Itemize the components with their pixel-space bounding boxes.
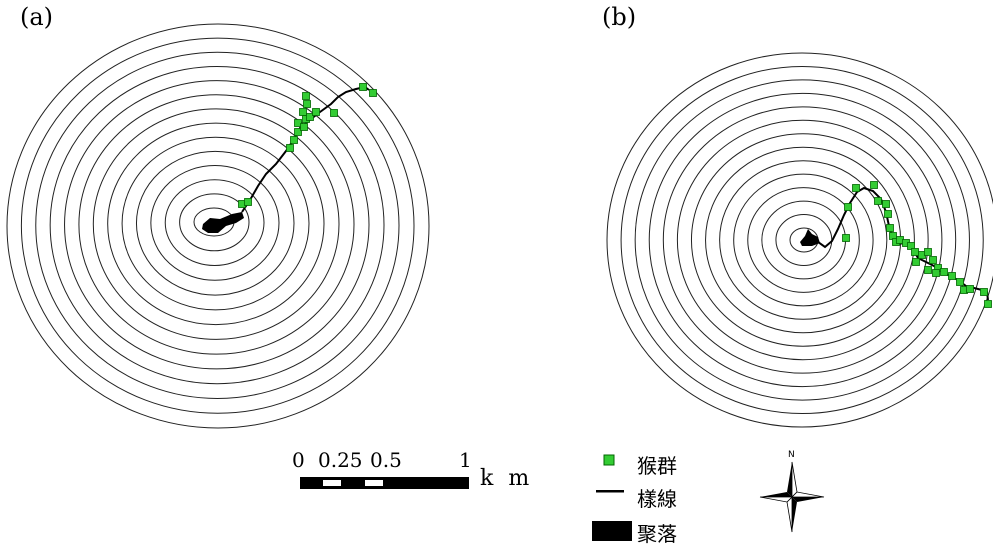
monkey-group-marker (330, 109, 338, 117)
monkey-group-marker (984, 300, 992, 308)
monkey-group-marker (884, 210, 892, 218)
monkey-group-marker (844, 203, 852, 211)
village-a (202, 212, 244, 233)
contour-ring (719, 160, 888, 320)
contour-ring (662, 106, 943, 374)
scale-tick-025: 0.25 (318, 448, 363, 472)
contour-ring (620, 65, 984, 415)
contour-ring (634, 79, 970, 401)
monkey-group-marker (312, 108, 320, 116)
monkey-group-marker (940, 268, 948, 276)
monkey-group-marker (842, 234, 850, 242)
contour-ring (64, 80, 370, 370)
village-b (800, 229, 820, 246)
contour-ring (690, 133, 915, 347)
contour-ring (49, 65, 385, 385)
monkey-group-marker (948, 272, 956, 280)
legend-village-swatch (592, 521, 632, 541)
panel-b-label: (b) (602, 3, 637, 31)
monkey-group-marker (912, 258, 920, 266)
north-letter: N (788, 450, 795, 460)
monkey-group-marker (966, 285, 974, 293)
monkey-group-marker (303, 100, 311, 108)
contour-ring (78, 94, 355, 355)
scale-tick-05: 0.5 (370, 448, 402, 472)
monkey-group-marker (874, 197, 882, 205)
monkey-group-marker (932, 269, 940, 277)
contour-ring (747, 187, 860, 293)
contour-ring (606, 52, 993, 428)
monkey-group-marker (299, 108, 307, 116)
monkey-group-marker (244, 198, 252, 206)
monkey-group-marker (294, 119, 302, 127)
scale-tick-0: 0 (292, 448, 305, 472)
contour-ring (92, 108, 340, 340)
legend-village-label: 聚落 (637, 522, 677, 546)
monkey-group-marker (929, 256, 937, 264)
contour-ring (648, 92, 957, 388)
monkey-group-marker (300, 123, 308, 131)
monkey-group-marker (907, 242, 915, 250)
monkey-group-marker (286, 144, 294, 152)
monkey-group-marker (911, 248, 919, 256)
monkey-group-marker (306, 113, 314, 121)
contour-ring (733, 173, 874, 307)
monkey-group-marker (290, 136, 298, 144)
monkey-group-marker (886, 224, 894, 232)
north-arrow-icon (759, 461, 825, 533)
monkey-groups-a (238, 83, 377, 208)
legend-transect-swatch (596, 490, 624, 493)
scale-unit: k m (480, 466, 534, 491)
legend-monkey-swatch (603, 454, 615, 466)
monkey-group-marker (870, 181, 878, 189)
contour-ring (179, 193, 250, 252)
contour-ring (20, 37, 415, 414)
monkey-group-marker (956, 278, 964, 286)
monkey-group-marker (924, 266, 932, 274)
monkey-group-marker (302, 92, 310, 100)
contour-ring (164, 179, 265, 267)
contour-ring (35, 51, 400, 399)
monkey-groups-b (842, 181, 992, 308)
contour-ring (107, 122, 325, 326)
monkey-group-marker (359, 83, 367, 91)
contour-ring (150, 165, 280, 281)
scale-bar (300, 477, 469, 489)
contour-ring (6, 23, 430, 429)
contour-ring (676, 119, 929, 361)
contour-ring (135, 150, 295, 296)
legend-transect-label: 樣線 (637, 487, 677, 511)
monkey-group-marker (882, 200, 890, 208)
legend-monkey-label: 猴群 (637, 454, 677, 478)
monkey-group-marker (294, 128, 302, 136)
monkey-group-marker (369, 89, 377, 97)
monkey-group-marker (980, 288, 988, 296)
contour-rings-a (6, 23, 430, 429)
monkey-group-marker (852, 184, 860, 192)
scale-tick-1: 1 (459, 448, 472, 472)
contour-ring (121, 136, 310, 311)
contour-rings-b (606, 52, 993, 428)
panel-a-label: (a) (20, 3, 54, 31)
monkey-group-marker (924, 248, 932, 256)
